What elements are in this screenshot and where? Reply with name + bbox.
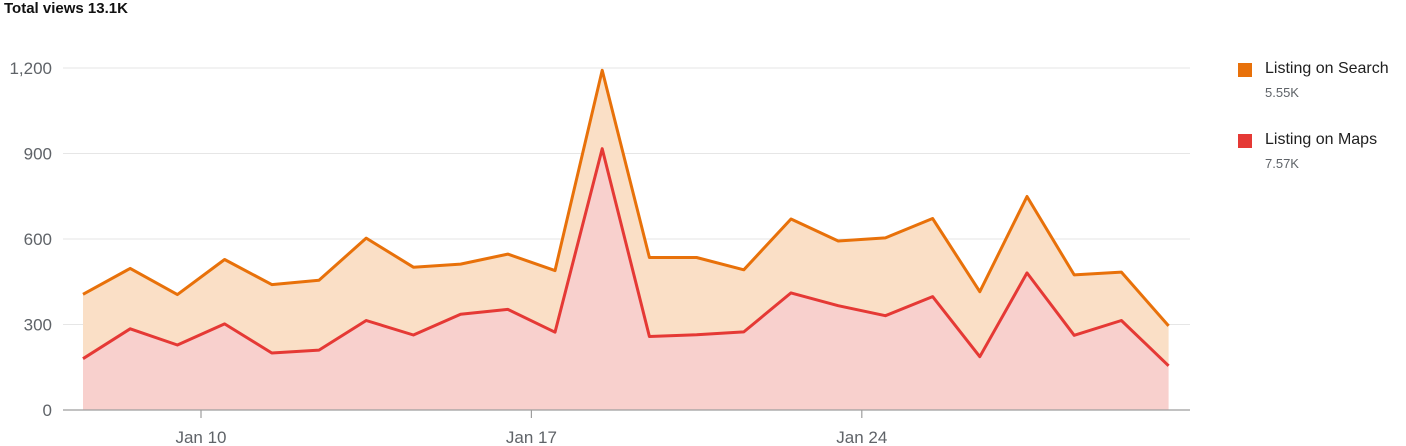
x-tick-label: Jan 17 [506, 428, 557, 446]
area-chart: 0 300 600 900 1,200 Jan 10 Jan 17 Jan 24 [0, 0, 1200, 446]
legend-swatch-search [1238, 63, 1252, 77]
legend-label-search: Listing on Search [1265, 58, 1389, 80]
legend-value-search: 5.55K [1265, 85, 1299, 101]
x-tick-label: Jan 24 [836, 428, 887, 446]
legend: Listing on Search 5.55K Listing on Maps … [1238, 58, 1404, 200]
legend-item-search[interactable]: Listing on Search 5.55K [1238, 58, 1404, 129]
y-tick-label: 1,200 [9, 59, 52, 78]
x-tick-label: Jan 10 [175, 428, 226, 446]
y-axis-ticks: 0 300 600 900 1,200 [9, 59, 52, 420]
y-tick-label: 0 [43, 401, 52, 420]
legend-label-maps: Listing on Maps [1265, 129, 1377, 151]
legend-item-maps[interactable]: Listing on Maps 7.57K [1238, 129, 1404, 200]
legend-value-maps: 7.57K [1265, 156, 1299, 172]
legend-swatch-maps [1238, 134, 1252, 148]
y-tick-label: 900 [24, 145, 52, 164]
x-axis-ticks: Jan 10 Jan 17 Jan 24 [175, 410, 887, 446]
y-tick-label: 600 [24, 230, 52, 249]
y-tick-label: 300 [24, 316, 52, 335]
